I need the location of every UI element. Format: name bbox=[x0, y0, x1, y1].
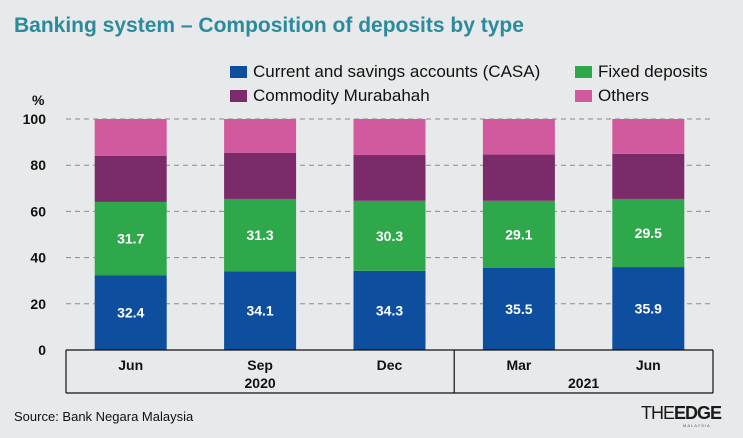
data-label: 29.5 bbox=[635, 225, 662, 241]
bar-segment bbox=[224, 119, 297, 153]
bar-segment bbox=[224, 198, 297, 272]
bar-segment bbox=[482, 200, 555, 268]
data-label: 32.4 bbox=[117, 305, 144, 321]
legend-swatch-murabahah bbox=[230, 90, 247, 102]
legend-label-others: Others bbox=[598, 86, 650, 105]
year-group-label: 2020 bbox=[245, 375, 276, 391]
data-label: 35.5 bbox=[505, 301, 532, 317]
data-label: 30.3 bbox=[376, 228, 403, 244]
legend-label-fixed: Fixed deposits bbox=[598, 62, 708, 81]
y-tick-label: 60 bbox=[30, 203, 46, 219]
bar-segment bbox=[353, 155, 426, 201]
y-tick-label: 40 bbox=[30, 250, 46, 266]
y-axis-unit: % bbox=[32, 92, 45, 108]
legend-item-others: Others bbox=[575, 86, 649, 106]
bar-segment bbox=[353, 119, 426, 156]
logo-edge: EDGE bbox=[674, 403, 722, 423]
y-tick-label: 20 bbox=[30, 296, 46, 312]
bar-segment bbox=[612, 198, 685, 268]
bar-segment bbox=[612, 119, 685, 154]
year-group-label: 2021 bbox=[568, 375, 599, 391]
data-label: 35.9 bbox=[635, 301, 662, 317]
legend-label-casa: Current and savings accounts (CASA) bbox=[253, 62, 541, 81]
data-label: 31.7 bbox=[117, 231, 144, 247]
bar-segment bbox=[353, 270, 426, 350]
the-edge-logo: THEEDGE MALAYSIA bbox=[641, 403, 722, 428]
bar-segment bbox=[224, 271, 297, 350]
x-tick-label: Sep bbox=[247, 357, 273, 373]
y-tick-label: 80 bbox=[30, 157, 46, 173]
y-tick-label: 0 bbox=[38, 342, 46, 358]
bar-segment bbox=[224, 152, 297, 199]
legend-swatch-casa bbox=[230, 66, 247, 78]
data-label: 31.3 bbox=[246, 227, 273, 243]
legend-item-fixed: Fixed deposits bbox=[575, 62, 708, 82]
source-note: Source: Bank Negara Malaysia bbox=[14, 409, 194, 424]
data-label: 34.1 bbox=[246, 303, 273, 319]
x-tick-label: Jun bbox=[636, 357, 661, 373]
x-tick-label: Dec bbox=[377, 357, 403, 373]
bar-segment bbox=[94, 201, 167, 276]
bar-segment bbox=[482, 154, 555, 201]
legend-item-casa: Current and savings accounts (CASA) bbox=[230, 62, 540, 82]
bar-segment bbox=[482, 267, 555, 350]
data-label: 34.3 bbox=[376, 302, 403, 318]
data-label: 29.1 bbox=[505, 226, 532, 242]
legend-label-murabahah: Commodity Murabahah bbox=[253, 86, 430, 105]
x-tick-label: Mar bbox=[506, 357, 531, 373]
bar-segment bbox=[94, 275, 167, 350]
x-tick-label: Jun bbox=[118, 357, 143, 373]
legend-swatch-fixed bbox=[575, 66, 592, 78]
bar-segment bbox=[482, 119, 555, 155]
bar-segment bbox=[94, 119, 167, 156]
legend-swatch-others bbox=[575, 90, 592, 102]
legend: Current and savings accounts (CASA) Fixe… bbox=[0, 0, 743, 110]
bar-segment bbox=[612, 153, 685, 199]
logo-the: THE bbox=[641, 403, 675, 423]
logo-sub: MALAYSIA bbox=[683, 423, 711, 428]
bar-segment bbox=[94, 155, 167, 202]
chart-title: Banking system – Composition of deposits… bbox=[14, 14, 524, 37]
bar-segment bbox=[612, 267, 685, 350]
bar-segment bbox=[353, 200, 426, 271]
y-tick-label: 100 bbox=[23, 111, 47, 127]
legend-item-murabahah: Commodity Murabahah bbox=[230, 86, 430, 106]
